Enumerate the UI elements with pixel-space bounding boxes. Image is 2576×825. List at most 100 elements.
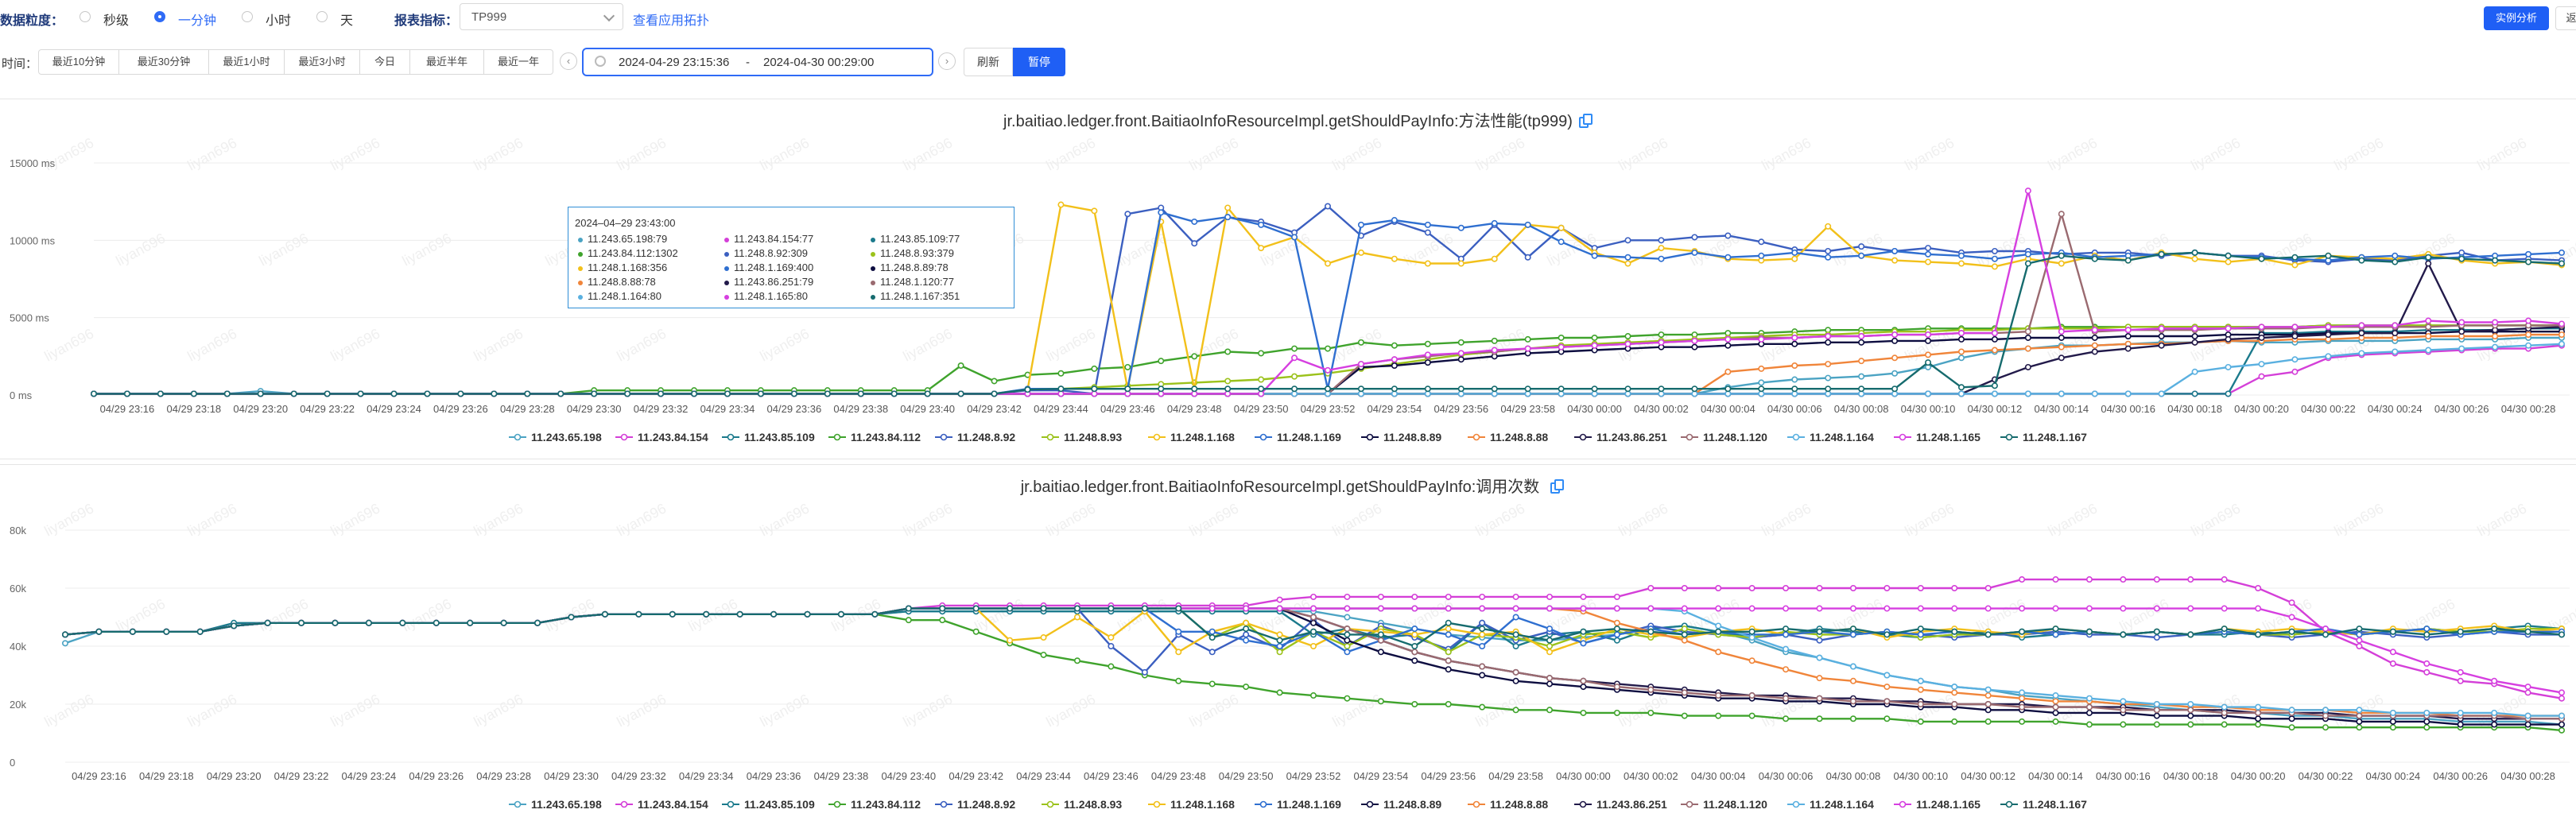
legend-item[interactable]: 11.248.1.168 xyxy=(1148,431,1235,443)
legend-item[interactable]: 11.248.1.120 xyxy=(1681,798,1767,811)
radio-second-label[interactable]: 秒级 xyxy=(103,14,130,28)
legend-item[interactable]: 11.243.85.109 xyxy=(722,431,815,443)
data-point xyxy=(2225,258,2232,265)
refresh-button[interactable]: 刷新 xyxy=(964,48,1013,76)
next-range-icon[interactable]: › xyxy=(938,52,956,70)
series-line[interactable] xyxy=(94,327,2562,395)
legend-item[interactable]: 11.248.1.167 xyxy=(2000,798,2087,811)
series-dot-icon xyxy=(871,237,875,242)
copy-icon[interactable] xyxy=(1550,479,1564,494)
data-point xyxy=(2423,668,2431,676)
quick-one-year[interactable]: 最近一年 xyxy=(483,49,553,75)
tooltip-item: 11.248.1.168:356 xyxy=(578,261,667,273)
prev-range-icon[interactable]: ‹ xyxy=(560,52,577,70)
data-point xyxy=(2559,260,2566,267)
legend-item[interactable]: 11.248.1.120 xyxy=(1681,431,1767,443)
data-point xyxy=(365,619,372,626)
legend-item[interactable]: 11.248.8.89 xyxy=(1361,798,1441,811)
data-point xyxy=(2423,724,2431,731)
data-point xyxy=(1457,339,1465,346)
legend-item[interactable]: 11.248.1.169 xyxy=(1255,431,1341,443)
legend-item[interactable]: 11.243.86.251 xyxy=(1574,431,1667,443)
legend-item[interactable]: 11.243.65.198 xyxy=(509,798,602,811)
legend-item[interactable]: 11.248.8.92 xyxy=(935,798,1015,811)
series-line[interactable] xyxy=(94,211,2562,395)
legend-item[interactable]: 11.248.1.165 xyxy=(1894,798,1980,811)
watermark: liyan696 xyxy=(471,691,526,730)
watermark: liyan696 xyxy=(900,691,955,730)
data-point xyxy=(1624,260,1631,267)
quick-30min[interactable]: 最近30分钟 xyxy=(118,49,209,75)
x-tick-label: 04/30 00:00 xyxy=(1556,770,1611,782)
quick-half-year[interactable]: 最近半年 xyxy=(409,49,484,75)
data-point xyxy=(298,619,305,626)
legend-item[interactable]: 11.248.1.168 xyxy=(1148,798,1235,811)
quick-1hour[interactable]: 最近1小时 xyxy=(208,49,285,75)
data-point xyxy=(2356,718,2363,725)
data-point xyxy=(1951,585,1958,592)
legend-item[interactable]: 11.248.1.164 xyxy=(1787,431,1874,443)
x-tick-label: 04/30 00:12 xyxy=(1968,403,2023,415)
radio-day[interactable] xyxy=(316,11,328,22)
data-point xyxy=(1715,622,1722,629)
back-button[interactable]: 返 xyxy=(2555,6,2576,30)
radio-second[interactable] xyxy=(80,11,91,22)
tooltip-item: 11.243.65.198:79 xyxy=(578,233,667,245)
data-point xyxy=(1681,631,1688,638)
legend-item[interactable]: 11.243.86.251 xyxy=(1574,798,1667,811)
legend-item[interactable]: 11.243.85.109 xyxy=(722,798,815,811)
legend-item[interactable]: 11.243.65.198 xyxy=(509,431,602,443)
legend-item[interactable]: 11.248.1.169 xyxy=(1255,798,1341,811)
legend-item[interactable]: 11.248.1.164 xyxy=(1787,798,1874,811)
quick-3hour[interactable]: 最近3小时 xyxy=(284,49,360,75)
topology-link[interactable]: 查看应用拓扑 xyxy=(633,14,710,28)
series-line[interactable] xyxy=(94,204,2562,395)
instance-analysis-button[interactable]: 实例分析 xyxy=(2484,6,2549,30)
legend-item[interactable]: 11.243.84.154 xyxy=(615,798,708,811)
data-point xyxy=(1491,347,1498,354)
data-point xyxy=(1357,221,1364,228)
tooltip-item: 11.248.8.93:379 xyxy=(871,247,954,259)
legend-item[interactable]: 11.243.84.154 xyxy=(615,431,708,443)
pause-button[interactable]: 暂停 xyxy=(1013,48,1065,76)
quick-10min[interactable]: 最近10分钟 xyxy=(38,49,119,75)
data-point xyxy=(1276,605,1283,612)
x-tick-label: 04/29 23:22 xyxy=(274,770,329,782)
legend-item[interactable]: 11.248.1.165 xyxy=(1894,431,1980,443)
metric-select[interactable]: TP999 xyxy=(460,3,623,30)
radio-minute[interactable] xyxy=(154,11,165,22)
series-line[interactable] xyxy=(94,210,2562,395)
legend-item[interactable]: 11.248.1.167 xyxy=(2000,431,2087,443)
watermark: liyan696 xyxy=(1902,691,1957,730)
data-point xyxy=(1991,247,1998,254)
data-point xyxy=(2559,712,2566,719)
legend-item[interactable]: 11.243.84.112 xyxy=(828,798,921,811)
radio-hour-label[interactable]: 小时 xyxy=(266,14,292,28)
legend-item[interactable]: 11.243.84.112 xyxy=(828,431,921,443)
copy-icon[interactable] xyxy=(1579,114,1593,128)
legend-item[interactable]: 11.248.8.89 xyxy=(1361,431,1441,443)
data-point xyxy=(1858,385,1865,393)
legend-item[interactable]: 11.248.8.88 xyxy=(1468,431,1548,443)
radio-minute-label[interactable]: 一分钟 xyxy=(178,14,217,28)
legend-item[interactable]: 11.248.8.92 xyxy=(935,431,1015,443)
legend-item[interactable]: 11.248.8.93 xyxy=(1042,798,1122,811)
data-point xyxy=(1624,254,1631,261)
data-point xyxy=(2120,698,2127,705)
quick-today[interactable]: 今日 xyxy=(359,49,410,75)
data-point xyxy=(2255,721,2262,728)
data-point xyxy=(1591,252,1598,259)
data-point xyxy=(1724,342,1732,349)
date-range-picker[interactable]: 2024-04-29 23:15:36 - 2024-04-30 00:29:0… xyxy=(582,48,933,76)
watermark: liyan696 xyxy=(1472,500,1527,539)
x-tick-label: 04/29 23:22 xyxy=(300,403,355,415)
radio-day-label[interactable]: 天 xyxy=(340,14,354,28)
series-line[interactable] xyxy=(94,190,2562,395)
data-point xyxy=(2221,709,2228,716)
radio-hour[interactable] xyxy=(242,11,253,22)
series-line[interactable] xyxy=(94,203,2562,395)
legend-item[interactable]: 11.248.8.93 xyxy=(1042,431,1122,443)
watermark: liyan696 xyxy=(471,134,526,173)
data-point xyxy=(1073,657,1080,664)
legend-item[interactable]: 11.248.8.88 xyxy=(1468,798,1548,811)
